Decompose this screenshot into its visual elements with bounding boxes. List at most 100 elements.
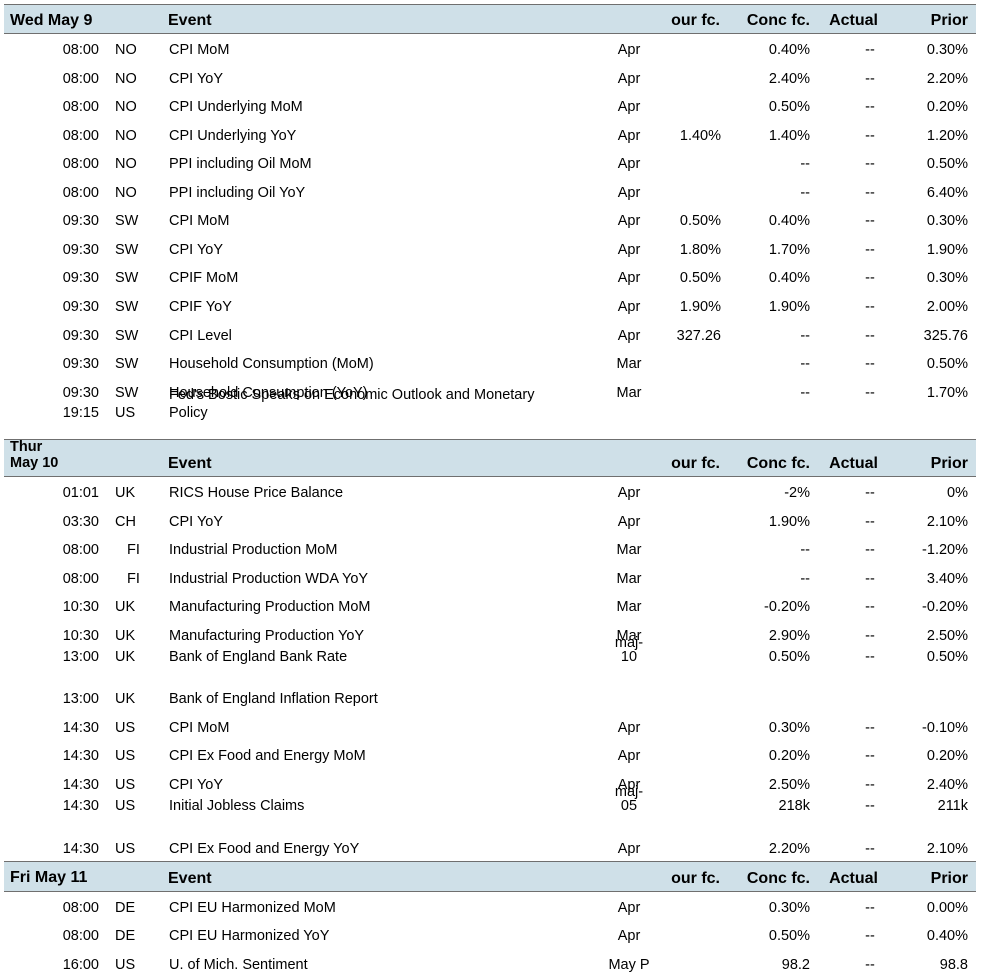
event-name: CPI MoM [169,42,230,58]
event-time: 14:30 [62,841,99,857]
event-period: Apr [617,213,641,229]
event-period: Mar [616,385,642,401]
day-label-line: May 10 [10,455,59,471]
event-time: 09:30 [62,385,99,401]
event-country: NO [115,128,137,144]
event-name: CPI Ex Food and Energy MoM [169,748,366,764]
prior-value: 0.00% [926,900,968,916]
event-country: UK [115,628,136,644]
event-country: SW [115,242,139,258]
event-country: US [115,720,136,736]
event-time: 08:00 [62,156,99,172]
consensus-forecast: 0.30% [768,720,810,736]
event-country: FI [127,542,140,558]
prior-value: -0.20% [922,599,968,615]
event-period: Mar [616,356,642,372]
event-time: 08:00 [62,900,99,916]
event-name: U. of Mich. Sentiment [169,957,308,973]
event-country: NO [115,71,137,87]
event-time: 08:00 [62,928,99,944]
event-country: US [115,841,136,857]
prior-value: 1.70% [926,385,968,401]
actual-value: -- [865,328,875,344]
event-name: Manufacturing Production YoY [169,628,365,644]
prior-value: 2.00% [926,299,968,315]
consensus-forecast: -0.20% [764,599,810,615]
prior-value: 0.50% [926,156,968,172]
event-country: UK [115,599,136,615]
consensus-forecast: 2.20% [768,841,810,857]
event-name: CPI Underlying MoM [169,99,303,115]
prior-value: 211k [937,798,968,814]
event-name: CPI Ex Food and Energy YoY [169,841,360,857]
event-name: CPI EU Harmonized YoY [169,928,330,944]
event-name: Household Consumption (YoY) [169,385,368,401]
event-name: CPI MoM [169,213,230,229]
event-period: Apr [617,328,641,344]
event-time: 01:01 [62,485,99,501]
event-country: SW [115,385,139,401]
prior-value: 0.20% [926,748,968,764]
event-time: 09:30 [62,270,99,286]
event-name: Manufacturing Production MoM [169,599,371,615]
event-time: 08:00 [62,42,99,58]
event-country: NO [115,156,137,172]
col-our-fc-header: our fc. [671,12,720,29]
event-name: CPI YoY [169,777,224,793]
actual-value: -- [865,928,875,944]
event-time: 08:00 [62,571,99,587]
col-event-header: Event [168,455,212,472]
actual-value: -- [865,571,875,587]
actual-value: -- [865,299,875,315]
consensus-forecast: 0.30% [768,900,810,916]
event-time: 09:30 [62,242,99,258]
consensus-forecast: -- [800,328,810,344]
actual-value: -- [865,649,875,665]
col-our-fc-header: our fc. [671,455,720,472]
actual-value: -- [865,514,875,530]
consensus-forecast: 1.90% [768,299,810,315]
event-time: 08:00 [62,99,99,115]
event-country: SW [115,299,139,315]
col-event-header: Event [168,12,212,29]
event-period: Apr [617,777,641,793]
event-period: Apr [617,485,641,501]
event-country: NO [115,185,137,201]
consensus-forecast: -- [800,156,810,172]
event-country: FI [127,571,140,587]
our-forecast: 0.50% [679,213,721,229]
prior-value: -0.10% [922,720,968,736]
event-time: 13:00 [62,691,99,707]
actual-value: -- [865,42,875,58]
event-period: Apr [617,748,641,764]
day-label: Fri May 11 [10,869,88,886]
actual-value: -- [865,777,875,793]
col-conc-fc-header: Conc fc. [746,870,810,887]
actual-value: -- [865,628,875,644]
our-forecast: 1.40% [679,128,721,144]
event-name: CPI YoY [169,242,224,258]
col-prior-header: Prior [930,870,968,887]
event-country: SW [115,328,139,344]
event-name: CPI Level [169,328,232,344]
event-period: Apr [617,720,641,736]
prior-value: 3.40% [926,571,968,587]
consensus-forecast: -- [800,356,810,372]
event-country: CH [115,514,136,530]
prior-value: -1.20% [922,542,968,558]
actual-value: -- [865,798,875,814]
consensus-forecast: -- [800,185,810,201]
col-actual-header: Actual [829,455,878,472]
prior-value: 0.30% [926,213,968,229]
event-country: SW [115,356,139,372]
event-period: Apr [617,185,641,201]
event-time: 14:30 [62,798,99,814]
event-country: UK [115,691,136,707]
event-time: 08:00 [62,128,99,144]
event-period: Apr [617,299,641,315]
event-name: CPIF YoY [169,299,232,315]
actual-value: -- [865,385,875,401]
actual-value: -- [865,99,875,115]
event-time: 09:30 [62,328,99,344]
our-forecast: 1.90% [679,299,721,315]
